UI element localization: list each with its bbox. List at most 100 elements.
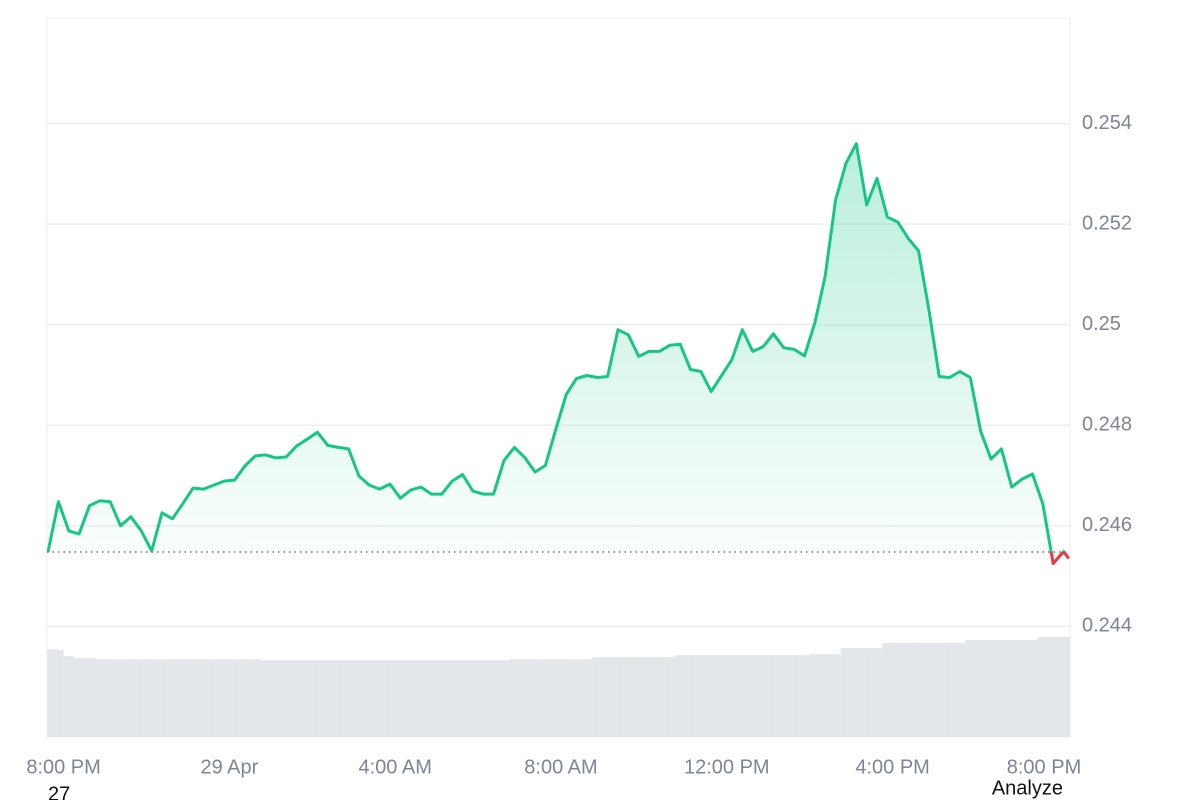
volume-bar	[53, 650, 64, 737]
analyze-button[interactable]: Analyze	[992, 777, 1063, 799]
x-tick-label: 8:00 PM	[1007, 756, 1081, 778]
volume-bar	[851, 648, 862, 737]
volume-bar	[716, 655, 727, 737]
volume-bar	[198, 659, 209, 737]
volume-bar	[581, 659, 593, 737]
volume-bar	[426, 660, 437, 737]
volume-bar	[250, 659, 261, 737]
volume-bar	[902, 643, 914, 737]
volume-bar	[167, 659, 178, 737]
volume-bar	[861, 648, 872, 737]
volume-bar	[871, 648, 883, 737]
volume-bar	[882, 643, 893, 737]
volume-bar	[498, 660, 510, 737]
volume-bar	[788, 655, 800, 737]
volume-bar	[374, 660, 385, 737]
volume-bar	[695, 655, 707, 737]
volume-bar	[934, 643, 945, 737]
volume-bar	[654, 657, 665, 737]
volume-bar	[156, 659, 168, 737]
volume-bar	[84, 658, 95, 737]
volume-bar	[840, 648, 852, 737]
volume-bar	[592, 657, 603, 737]
volume-bar	[260, 660, 271, 737]
volume-bar	[219, 659, 230, 737]
y-tick-label: 0.254	[1082, 112, 1132, 134]
volume-bar	[343, 660, 354, 737]
volume-bar	[985, 640, 997, 737]
volume-bar	[384, 660, 396, 737]
volume-bar	[623, 657, 634, 737]
y-tick-label: 0.25	[1082, 313, 1121, 335]
volume-bar	[333, 660, 344, 737]
volume-bar	[405, 660, 416, 737]
x-tick-label: 8:00 AM	[524, 756, 597, 778]
volume-bar	[136, 659, 147, 737]
x-tick-label: 4:00 PM	[855, 756, 929, 778]
volume-bar	[47, 649, 58, 737]
volume-bar	[63, 656, 74, 737]
volume-bar	[643, 657, 655, 737]
y-tick-label: 0.252	[1082, 212, 1132, 234]
volume-bar	[1048, 637, 1059, 737]
volume-bar	[478, 660, 489, 737]
volume-bar	[1027, 640, 1038, 737]
date-fragment: 27	[48, 783, 70, 800]
volume-bar	[975, 640, 986, 737]
price-line	[46, 142, 1071, 565]
volume-bar	[519, 659, 530, 737]
volume-bar	[208, 659, 220, 737]
x-tick-label: 8:00 PM	[26, 756, 100, 778]
volume-bar	[457, 660, 468, 737]
volume-bar	[540, 659, 551, 737]
volume-bar	[187, 659, 199, 737]
volume-bar	[674, 655, 686, 737]
volume-bar	[560, 659, 572, 737]
volume-bar	[820, 654, 831, 737]
x-tick-label: 4:00 AM	[358, 756, 431, 778]
volume-bar	[1006, 640, 1017, 737]
volume-bar	[1016, 640, 1028, 737]
volume-bar	[602, 657, 613, 737]
volume-bar	[115, 659, 126, 737]
volume-bar	[571, 659, 582, 737]
volume-bar	[353, 660, 365, 737]
volume-bar	[923, 643, 935, 737]
x-tick-label: 12:00 PM	[684, 756, 770, 778]
volume-bar	[488, 660, 499, 737]
volume-bar	[146, 659, 157, 737]
volume-bar	[809, 654, 821, 737]
volume-bar	[364, 660, 375, 737]
volume-bar	[996, 640, 1007, 737]
volume-bar	[239, 659, 251, 737]
volume-bar	[395, 660, 406, 737]
volume-bar	[747, 655, 758, 737]
volume-bar	[1063, 637, 1070, 737]
volume-bar	[633, 657, 644, 737]
y-tick-label: 0.248	[1082, 414, 1132, 436]
volume-bar	[229, 659, 240, 737]
volume-bar	[944, 643, 955, 737]
volume-bar	[664, 657, 675, 737]
volume-bar	[892, 643, 903, 737]
y-tick-label: 0.244	[1082, 615, 1132, 637]
volume-bar	[312, 660, 323, 737]
volume-bar	[685, 655, 696, 737]
volume-bar	[954, 643, 966, 737]
volume-bar	[322, 660, 334, 737]
volume-bar	[799, 655, 810, 737]
volume-bar	[726, 655, 738, 737]
price-area	[48, 143, 1069, 564]
volume-bar	[1037, 637, 1049, 737]
volume-bar	[737, 655, 748, 737]
volume-bar	[768, 655, 779, 737]
volume-bar	[125, 659, 137, 737]
volume-bar	[550, 659, 561, 737]
volume-bar	[301, 660, 313, 737]
x-tick-label: 29 Apr	[200, 756, 258, 778]
y-tick-label: 0.246	[1082, 514, 1132, 536]
volume-bar	[778, 655, 789, 737]
volume-bar	[270, 660, 282, 737]
